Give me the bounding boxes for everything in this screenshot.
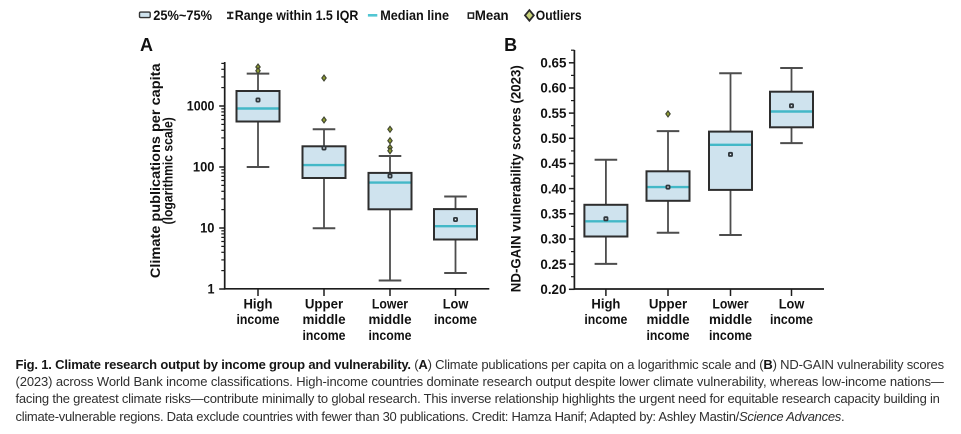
svg-text:Climate publications per capit: Climate publications per capita [148,63,163,278]
svg-text:(logarithmic scale): (logarithmic scale) [160,117,175,224]
svg-text:0.30: 0.30 [540,232,566,247]
svg-text:income: income [584,312,627,327]
svg-text:High: High [591,296,620,311]
svg-text:B: B [504,35,517,55]
svg-text:1000: 1000 [187,99,215,114]
svg-text:middle: middle [368,312,412,327]
svg-text:0.25: 0.25 [540,257,566,272]
svg-text:100: 100 [193,160,215,175]
svg-text:Outliers: Outliers [536,7,582,23]
svg-text:Low: Low [779,296,805,311]
svg-text:income: income [709,328,752,343]
svg-text:Lower: Lower [712,296,749,311]
svg-text:Median line: Median line [380,7,449,23]
svg-text:0.55: 0.55 [540,106,566,121]
svg-text:income: income [770,312,813,327]
svg-text:Upper: Upper [305,296,344,311]
svg-text:middle: middle [302,312,346,327]
svg-text:middle: middle [646,312,690,327]
svg-text:income: income [303,328,346,343]
svg-text:0.40: 0.40 [540,181,566,196]
svg-text:Mean: Mean [475,7,509,23]
svg-text:1: 1 [208,282,215,297]
svg-text:Low: Low [443,296,469,311]
svg-text:0.65: 0.65 [540,56,566,71]
svg-text:A: A [140,35,153,55]
svg-text:income: income [647,328,690,343]
svg-text:income: income [369,328,412,343]
svg-text:income: income [237,312,280,327]
svg-text:ND-GAIN vulnerability scores (: ND-GAIN vulnerability scores (2023) [509,65,524,292]
svg-text:0.50: 0.50 [540,131,566,146]
svg-text:0.45: 0.45 [540,156,566,171]
svg-text:High: High [244,296,273,311]
svg-text:middle: middle [709,312,753,327]
svg-text:25%~75%: 25%~75% [153,7,212,23]
svg-text:Upper: Upper [649,296,688,311]
svg-text:0.60: 0.60 [540,81,566,96]
svg-text:Range within 1.5 IQR: Range within 1.5 IQR [235,7,359,23]
svg-text:Lower: Lower [372,296,409,311]
svg-text:10: 10 [200,221,214,236]
svg-text:0.35: 0.35 [540,207,566,222]
svg-text:income: income [434,312,477,327]
svg-text:0.20: 0.20 [540,282,566,297]
